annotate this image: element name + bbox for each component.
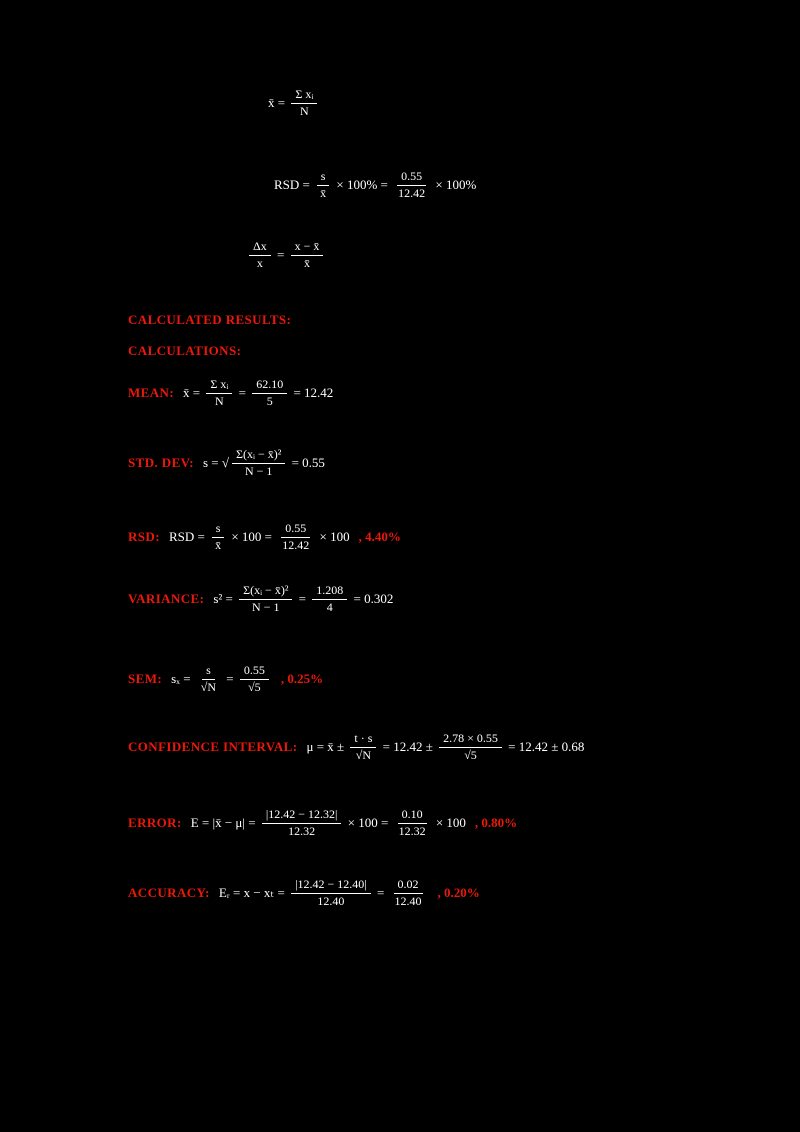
calc-line-confidence-interval: CONFIDENCE INTERVAL: μ = x̄ ± t · s √N = … bbox=[128, 731, 593, 763]
line-formula: s = √ Σ(xᵢ − x̄)² N − 1 = 0.55 bbox=[202, 447, 325, 478]
line-label: STD. DEV: bbox=[128, 455, 194, 471]
line-formula: s² = Σ(xᵢ − x̄)² N − 1 = 1.208 4 = 0.302 bbox=[213, 583, 394, 614]
line-result: , 0.25% bbox=[280, 671, 324, 687]
line-label: CONFIDENCE INTERVAL: bbox=[128, 739, 298, 755]
line-formula: E = |x̄ − μ| = |12.42 − 12.32| 12.32 × 10… bbox=[190, 807, 466, 838]
formula-mean-definition: x̄ = Σ xᵢ N bbox=[268, 87, 320, 119]
line-result: , 0.20% bbox=[437, 885, 480, 901]
calc-line-variance: VARIANCE: s² = Σ(xᵢ − x̄)² N − 1 = 1.208 4… bbox=[128, 583, 402, 615]
line-formula: Eᵣ = x − xₜ = |12.42 − 12.40| 12.40 = 0.0… bbox=[218, 877, 423, 908]
formula-relative-error-definition: Δx x = x − x̄ x̄ bbox=[246, 239, 326, 271]
line-label: MEAN: bbox=[128, 385, 175, 401]
calc-line-accuracy: ACCURACY: Eᵣ = x − xₜ = |12.42 − 12.40| 1… bbox=[128, 877, 480, 909]
calc-line-rsd: RSD: RSD = s x̄ × 100 = 0.55 12.42 × 100 ,… bbox=[128, 521, 401, 553]
heading-label: CALCULATIONS: bbox=[128, 343, 242, 358]
line-formula: x̄ = Σ xᵢ N = 62.10 5 = 12.42 bbox=[183, 377, 334, 408]
line-formula: μ = x̄ ± t · s √N = 12.42 ± 2.78 × 0.55 √5… bbox=[306, 731, 585, 762]
line-label: SEM: bbox=[128, 671, 163, 687]
calc-line-std-dev: STD. DEV: s = √ Σ(xᵢ − x̄)² N − 1 = 0.55 bbox=[128, 447, 334, 479]
line-result: , 0.80% bbox=[474, 815, 518, 831]
heading-label: CALCULATED RESULTS: bbox=[128, 312, 292, 327]
line-formula: RSD = s x̄ × 100 = 0.55 12.42 × 100 bbox=[168, 521, 350, 552]
calc-line-error: ERROR: E = |x̄ − μ| = |12.42 − 12.32| 12.… bbox=[128, 807, 518, 839]
calc-line-sem: SEM: sₓ = s √N = 0.55 √5 , 0.25% bbox=[128, 663, 324, 695]
line-label: RSD: bbox=[128, 529, 160, 545]
heading-calculations: CALCULATIONS: bbox=[128, 343, 241, 359]
heading-calculated-results: CALCULATED RESULTS: bbox=[128, 312, 291, 328]
line-label: ACCURACY: bbox=[128, 885, 210, 901]
line-label: VARIANCE: bbox=[128, 591, 205, 607]
line-result: , 4.40% bbox=[358, 529, 401, 545]
calc-line-mean: MEAN: x̄ = Σ xᵢ N = 62.10 5 = 12.42 bbox=[128, 377, 342, 409]
line-formula: sₓ = s √N = 0.55 √5 bbox=[171, 663, 272, 695]
formula-rsd-definition: RSD = s x̄ × 100% = 0.55 12.42 × 100% bbox=[274, 169, 477, 200]
line-label: ERROR: bbox=[128, 815, 182, 831]
